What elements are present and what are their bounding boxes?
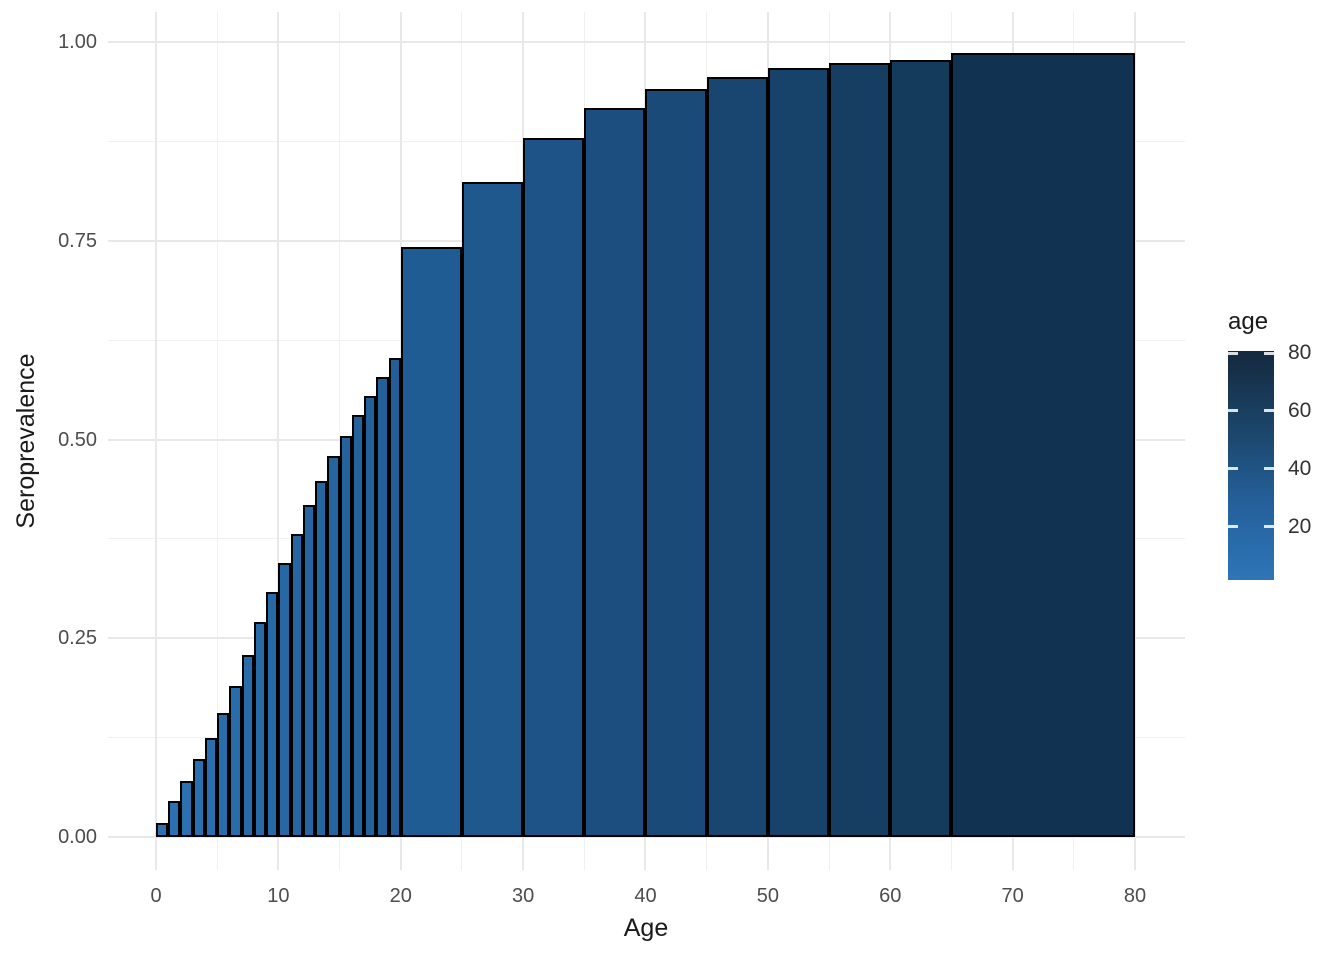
seroprevalence-bar [229,685,242,837]
legend-tick-label: 60 [1288,398,1312,422]
y-tick-label: 0.50 [58,428,97,451]
seroprevalence-bar [192,759,205,837]
x-tick-label: 20 [389,885,412,907]
seroprevalence-bar [951,53,1135,837]
seroprevalence-bar [266,592,279,837]
gridline-x-major [155,12,157,870]
seroprevalence-bar [253,622,267,837]
y-tick-label: 0.00 [58,826,97,848]
x-axis-title: Age [623,914,669,942]
legend-tick-mark [1264,351,1274,355]
seroprevalence-bar [461,181,524,837]
legend-tick-mark [1228,409,1238,413]
x-tick-label: 30 [511,885,535,907]
gridline-x-minor [216,12,218,870]
y-tick-label: 0.25 [58,627,97,650]
seroprevalence-bar [168,801,181,837]
legend-tick-mark [1264,467,1274,471]
x-tick-label: 50 [756,885,779,907]
seroprevalence-bar [523,138,585,837]
y-tick-label: 0.75 [58,229,97,252]
legend-tick-mark [1228,525,1238,529]
legend-tick-mark [1228,467,1238,471]
legend-tick-label: 20 [1288,514,1312,538]
seroprevalence-bar [278,562,291,837]
gridline-x-major [1133,12,1136,870]
seroprevalence-bar [327,456,340,837]
seroprevalence-bar [376,376,389,837]
gridline-y-major [108,836,1185,838]
legend-tick-label: 80 [1288,341,1312,364]
seroprevalence-bar [156,822,169,837]
gridline-x-major [277,12,280,870]
seroprevalence-bar [584,107,646,837]
seroprevalence-bar [400,247,462,837]
gridline-y-major [108,41,1185,43]
x-tick-label: 60 [879,885,902,907]
seroprevalence-bar [339,435,352,837]
legend-title: age [1228,308,1269,335]
plot-panel [108,12,1185,870]
seroprevalence-bar [217,712,230,837]
seroprevalence-bar [290,534,303,837]
legend-colorbar [1228,351,1274,580]
seroprevalence-bar [890,60,952,837]
seroprevalence-bar [706,76,768,837]
legend-tick-mark [1228,351,1238,355]
x-tick-label: 10 [267,885,290,907]
seroprevalence-bar [204,737,218,837]
y-tick-label: 1.00 [58,31,97,53]
seroprevalence-bar [315,480,328,837]
seroprevalence-bar [829,63,891,837]
seroprevalence-bar [645,88,707,837]
legend-tick-label: 40 [1288,456,1312,480]
seroprevalence-bar [351,414,365,837]
seroprevalence-bar [767,68,830,837]
seroprevalence-bar [364,395,377,837]
legend-tick-mark [1264,409,1274,413]
x-tick-label: 70 [1001,885,1024,907]
seroprevalence-bar [241,654,254,837]
x-tick-label: 80 [1123,885,1147,907]
seroprevalence-bar [302,505,316,837]
x-tick-label: 40 [634,885,657,907]
seroprevalence-bar [388,358,401,837]
seroprevalence-bar [180,780,193,837]
x-tick-label: 0 [150,885,162,907]
legend-tick-mark [1264,525,1274,529]
